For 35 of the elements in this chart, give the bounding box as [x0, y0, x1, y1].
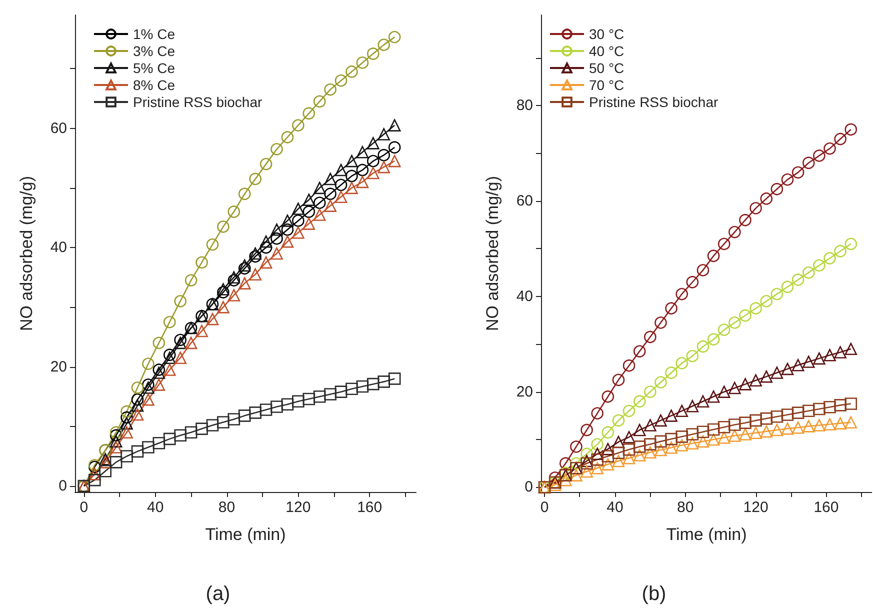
y-tick-label: 0	[524, 478, 533, 496]
y-tick-label: 0	[58, 478, 67, 495]
legend-label: Pristine RSS biochar	[589, 94, 719, 110]
x-tick-label: 160	[357, 499, 382, 516]
text: (a)	[206, 583, 230, 605]
legend-label: 30 °C	[589, 26, 624, 42]
x-tick-label: 160	[814, 499, 839, 516]
legend-label: 50 °C	[589, 60, 624, 76]
y-tick-label: 20	[516, 383, 533, 400]
y-axis-title: NO adsorbed (mg/g)	[483, 176, 502, 331]
legend-label: 5% Ce	[133, 60, 176, 76]
x-tick-label: 80	[677, 499, 694, 516]
x-axis-title: Time (min)	[205, 525, 286, 544]
x-tick-label: 0	[540, 499, 549, 516]
legend-label: 8% Ce	[133, 77, 176, 93]
x-axis-title: Time (min)	[666, 525, 747, 544]
x-tick-label: 120	[286, 499, 311, 516]
text: (b)	[642, 583, 666, 605]
x-tick-label: 120	[743, 499, 768, 516]
legend-label: Pristine RSS biochar	[133, 94, 263, 110]
y-tick-label: 80	[516, 97, 533, 114]
y-tick-label: 40	[516, 288, 533, 305]
legend-label: 1% Ce	[133, 26, 176, 42]
y-tick-label: 40	[50, 239, 67, 256]
x-tick-label: 40	[146, 499, 164, 516]
x-tick-label: 0	[80, 499, 88, 516]
legend-label: 70 °C	[589, 77, 624, 93]
legend-label: 3% Ce	[133, 43, 176, 59]
y-tick-label: 20	[50, 358, 67, 376]
legend-label: 40 °C	[589, 43, 624, 59]
x-tick-label: 40	[606, 499, 624, 516]
y-tick-label: 60	[516, 192, 533, 210]
y-tick-label: 60	[50, 120, 67, 137]
y-axis-title: NO adsorbed (mg/g)	[17, 176, 36, 331]
x-tick-label: 80	[218, 499, 236, 516]
